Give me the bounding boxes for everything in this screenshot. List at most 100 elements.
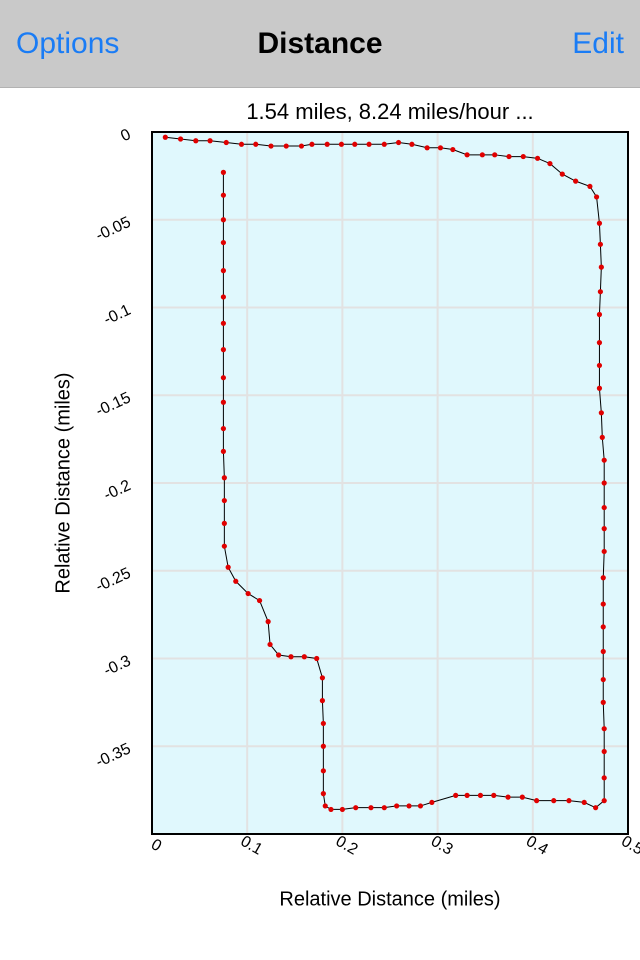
track-point <box>596 311 603 318</box>
track-point <box>220 425 226 432</box>
track-point <box>601 775 607 781</box>
x-axis-label: Relative Distance (miles) <box>279 888 500 910</box>
track-point <box>424 145 430 151</box>
options-button[interactable]: Options <box>16 27 120 60</box>
track-point <box>597 241 603 247</box>
track-point <box>256 597 263 604</box>
track-point <box>220 192 226 198</box>
track-point <box>477 792 484 798</box>
track-point <box>506 153 512 160</box>
track-point <box>519 794 525 800</box>
track-point <box>298 143 305 149</box>
track-point <box>338 141 345 147</box>
track-point <box>193 138 199 144</box>
y-tick-label: -0.1 <box>101 302 133 329</box>
track-point <box>598 410 604 416</box>
y-tick-label: -0.25 <box>93 565 133 596</box>
track-point <box>491 792 497 798</box>
y-tick-label: -0.15 <box>93 389 133 420</box>
track-point <box>596 340 603 346</box>
x-tick-label: 0.1 <box>237 833 265 859</box>
track-point <box>220 347 226 353</box>
track-point <box>265 619 271 625</box>
track-point <box>450 146 456 153</box>
track-point <box>453 792 459 798</box>
track-point <box>601 748 607 755</box>
track-point <box>276 652 282 658</box>
plot-border <box>151 131 629 835</box>
nav-bar: Options Distance Edit <box>0 0 640 88</box>
track-point <box>221 543 227 549</box>
track-point <box>366 141 372 147</box>
track-point <box>220 375 226 381</box>
y-tick-label: -0.35 <box>93 740 133 771</box>
y-tick-label: -0.05 <box>93 214 133 245</box>
track-point <box>593 805 599 811</box>
track-point <box>320 768 326 774</box>
x-tick-label: 0.5 <box>618 833 640 859</box>
track-point <box>283 143 289 149</box>
track-point <box>339 806 345 813</box>
track-point <box>220 399 226 405</box>
track-point <box>601 480 607 486</box>
track-point <box>587 183 593 190</box>
track-point <box>601 457 607 463</box>
track-point <box>600 575 606 581</box>
track-point <box>233 578 239 584</box>
track-point <box>600 648 606 655</box>
track-point <box>220 239 226 246</box>
track-point <box>267 641 273 648</box>
track-point <box>559 171 565 177</box>
track-point <box>319 698 326 704</box>
track-point <box>395 139 402 146</box>
track-point <box>492 152 498 158</box>
track-point <box>600 624 606 630</box>
track-point <box>245 590 251 597</box>
track-point <box>225 564 231 570</box>
track-point <box>220 217 226 223</box>
x-tick-label: 0 <box>148 836 164 855</box>
y-axis-label: Relative Distance (miles) <box>52 372 74 593</box>
track-point <box>581 799 587 806</box>
track-point <box>599 434 605 440</box>
track-point <box>597 289 603 295</box>
track-point <box>600 676 606 683</box>
track-point <box>207 138 213 144</box>
track-point <box>596 385 603 391</box>
track-point <box>220 294 226 300</box>
track-point <box>220 320 226 326</box>
track-point <box>220 268 226 274</box>
track-point <box>551 798 557 804</box>
track-point <box>322 803 328 809</box>
x-tick-label: 0.2 <box>333 833 361 859</box>
nav-title: Distance <box>257 27 383 60</box>
track-point <box>253 141 259 147</box>
track-point <box>238 141 245 147</box>
track-point <box>596 362 603 369</box>
track-point <box>547 160 553 167</box>
track-point <box>600 601 606 607</box>
track-point <box>268 143 274 149</box>
track-point <box>221 497 227 504</box>
track-point <box>309 141 315 147</box>
track-point <box>301 654 307 660</box>
track-point <box>221 475 227 481</box>
chart-title: 1.54 miles, 8.24 miles/hour ... <box>246 99 533 124</box>
track-point <box>464 152 470 158</box>
track-point <box>221 520 227 526</box>
track-point <box>464 792 470 798</box>
track-point <box>601 798 607 804</box>
track-point <box>601 726 607 732</box>
track-point <box>220 169 226 175</box>
track-point <box>437 145 444 151</box>
edit-button[interactable]: Edit <box>572 27 624 60</box>
x-tick-label: 0.4 <box>523 833 551 859</box>
y-tick-label: -0.2 <box>101 477 133 504</box>
track-point <box>381 805 387 811</box>
track-point <box>409 141 415 147</box>
track-point <box>320 743 326 749</box>
track-point <box>162 134 168 140</box>
track-point <box>596 220 603 226</box>
track-point <box>319 675 326 681</box>
